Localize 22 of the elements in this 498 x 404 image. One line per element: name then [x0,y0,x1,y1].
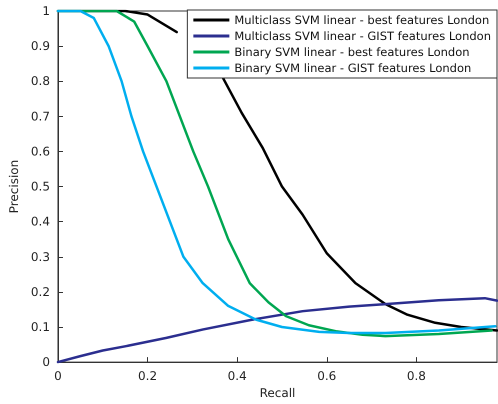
x-tick-label: 0.8 [406,369,426,384]
legend-label: Binary SVM linear - GIST features London [234,61,472,75]
x-tick-label: 0.2 [138,369,158,384]
x-axis-title: Recall [260,386,296,400]
y-tick-label: 1 [42,4,50,18]
y-tick-label: 0.3 [30,250,50,264]
y-tick-label: 0 [42,355,50,370]
y-tick-label: 0.1 [30,320,50,334]
y-tick-label: 0.4 [30,214,50,229]
x-tick-label: 0.4 [228,369,247,384]
y-axis-title: Precision [7,160,21,214]
y-tick-label: 0.6 [30,144,50,158]
y-tick-label: 0.5 [30,180,50,194]
x-tick-label: 0.6 [317,369,336,384]
y-tick-label: 0.8 [30,74,50,88]
y-tick-label: 0.9 [30,39,50,54]
y-tick-label: 0.7 [30,109,50,124]
legend-label: Binary SVM linear - best features London [234,45,470,59]
x-tick-label: 0 [54,369,62,384]
y-tick-label: 0.2 [30,284,50,299]
legend-label: Multiclass SVM linear - GIST features London [234,29,492,43]
legend-label: Multiclass SVM linear - best features London [234,13,490,27]
